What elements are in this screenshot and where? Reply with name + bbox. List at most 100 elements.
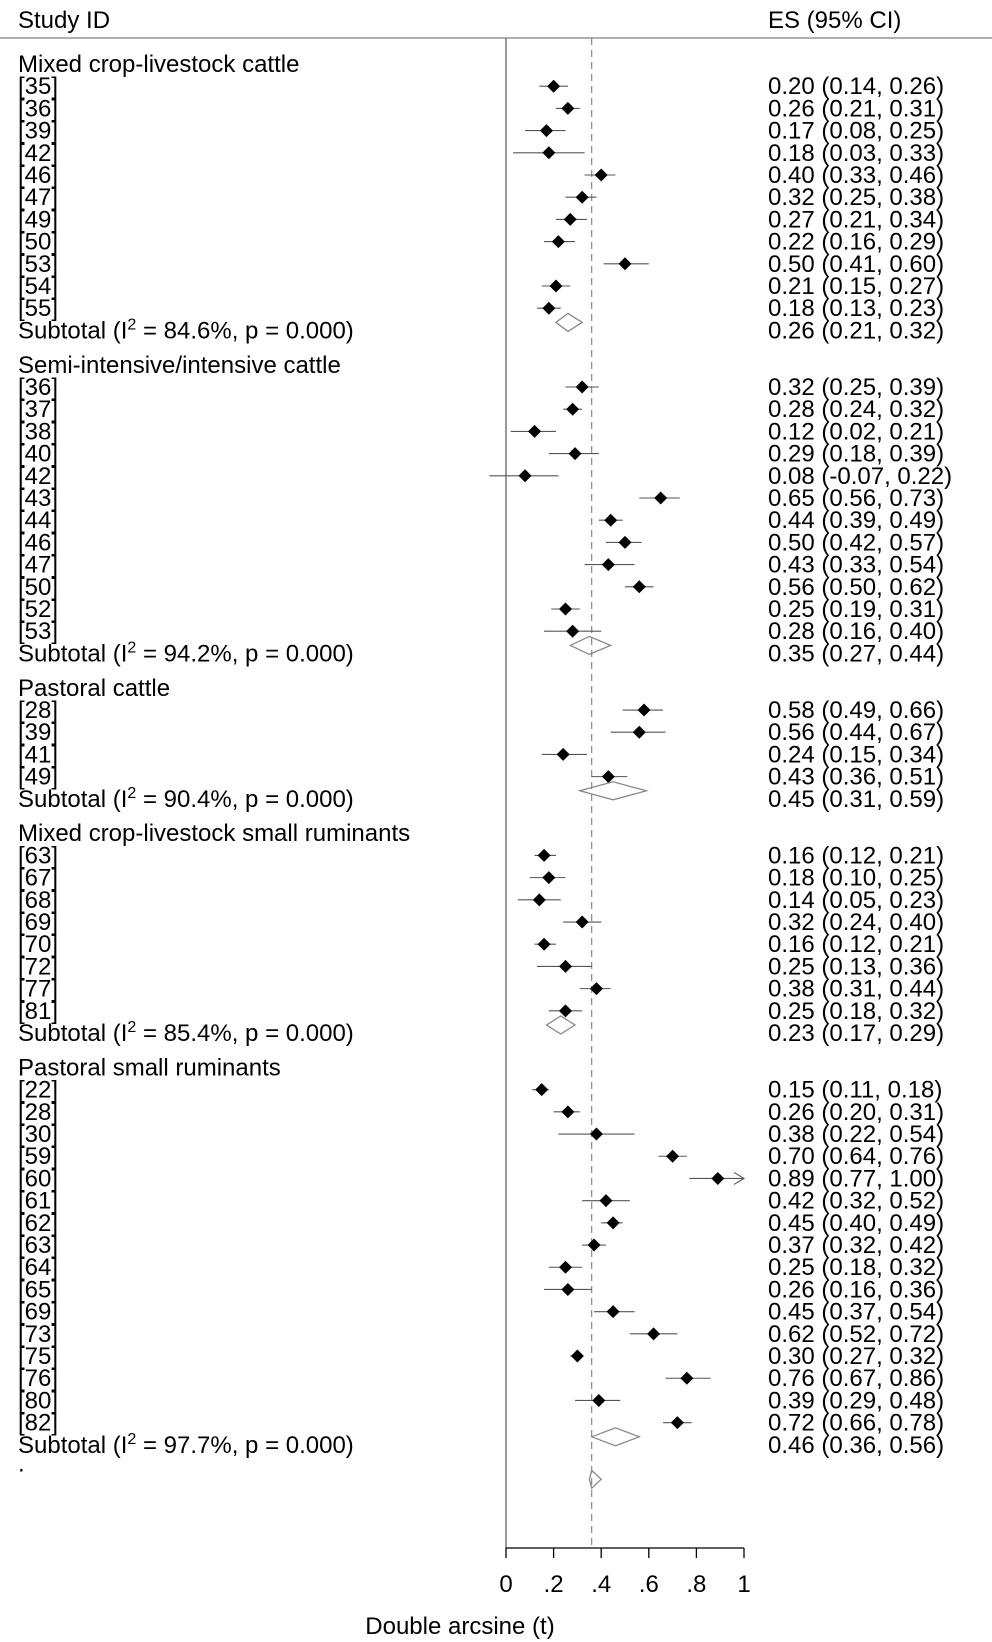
- study-id-label: [50]: [18, 574, 58, 601]
- effect-size-text: 0.25 (0.18, 0.32): [768, 998, 944, 1025]
- x-axis-label: Double arcsine (t): [365, 1613, 554, 1640]
- point-estimate: [606, 1216, 620, 1230]
- ci-arrow: [733, 1171, 746, 1185]
- point-estimate: [518, 469, 532, 483]
- study-id-label: [63]: [18, 1232, 58, 1259]
- point-estimate: [601, 770, 615, 784]
- effect-size-text: 0.38 (0.31, 0.44): [768, 976, 944, 1003]
- subtotal-label-rest: = 85.4%, p = 0.000): [136, 1020, 354, 1047]
- subtotal-superscript: 2: [127, 316, 136, 333]
- study-id-label: [53]: [18, 251, 58, 278]
- point-estimate: [549, 279, 563, 293]
- subtotal-effect-text: 0.35 (0.27, 0.44): [768, 640, 944, 667]
- effect-size-text: 0.70 (0.64, 0.76): [768, 1143, 944, 1170]
- study-id-label: [67]: [18, 865, 58, 892]
- effect-size-text: 0.50 (0.41, 0.60): [768, 251, 944, 278]
- effect-size-text: 0.28 (0.24, 0.32): [768, 396, 944, 423]
- effect-size-text: 0.26 (0.20, 0.31): [768, 1099, 944, 1126]
- effect-size-text: 0.62 (0.52, 0.72): [768, 1321, 944, 1348]
- study-id-label: [80]: [18, 1387, 58, 1414]
- point-estimate: [566, 624, 580, 638]
- point-estimate: [551, 235, 565, 249]
- subtotal-diamond: [577, 781, 649, 801]
- effect-size-text: 0.32 (0.25, 0.38): [768, 184, 944, 211]
- effect-size-text: 0.45 (0.37, 0.54): [768, 1299, 944, 1326]
- subtotal-superscript: 2: [127, 1431, 136, 1448]
- study-id-label: [59]: [18, 1143, 58, 1170]
- effect-size-text: 0.44 (0.39, 0.49): [768, 507, 944, 534]
- effect-size-text: 0.25 (0.18, 0.32): [768, 1254, 944, 1281]
- effect-size-text: 0.76 (0.67, 0.86): [768, 1365, 944, 1392]
- study-id-label: [43]: [18, 485, 58, 512]
- point-estimate: [570, 1349, 584, 1363]
- point-estimate: [670, 1416, 684, 1430]
- effect-size-text: 0.18 (0.13, 0.23): [768, 295, 944, 322]
- point-estimate: [532, 893, 546, 907]
- x-tick-label: 0: [499, 1571, 512, 1598]
- study-id-label: [47]: [18, 552, 58, 579]
- point-estimate: [568, 447, 582, 461]
- subtotal-diamond: [589, 1427, 642, 1447]
- point-estimate: [566, 402, 580, 416]
- overall-label: .: [18, 1450, 25, 1477]
- subtotal-label-text: Subtotal (I: [18, 786, 127, 813]
- effect-size-text: 0.38 (0.22, 0.54): [768, 1121, 944, 1148]
- effect-size-text: 0.26 (0.21, 0.31): [768, 95, 944, 122]
- study-id-label: [42]: [18, 463, 58, 490]
- point-estimate: [606, 1305, 620, 1319]
- study-id-label: [68]: [18, 887, 58, 914]
- point-estimate: [604, 513, 618, 527]
- point-estimate: [542, 301, 556, 315]
- point-estimate: [528, 424, 542, 438]
- point-estimate: [632, 725, 646, 739]
- subtotal-label: Subtotal (I2 = 84.6%, p = 0.000): [18, 316, 354, 344]
- study-id-label: [46]: [18, 162, 58, 189]
- effect-size-text: 0.08 (-0.07, 0.22): [768, 463, 952, 490]
- study-id-label: [44]: [18, 507, 58, 534]
- subtotal-label-text: Subtotal (I: [18, 640, 127, 667]
- study-id-label: [63]: [18, 842, 58, 869]
- effect-size-text: 0.18 (0.03, 0.33): [768, 140, 944, 167]
- study-id-label: [50]: [18, 229, 58, 256]
- subtotal-diamond: [568, 635, 613, 656]
- point-estimate: [542, 146, 556, 160]
- effect-size-text: 0.17 (0.08, 0.25): [768, 118, 944, 145]
- point-estimate: [589, 1127, 603, 1141]
- study-id-label: [36]: [18, 95, 58, 122]
- subtotal-effect-text: 0.23 (0.17, 0.29): [768, 1020, 944, 1047]
- study-id-label: [49]: [18, 206, 58, 233]
- study-id-label: [41]: [18, 741, 58, 768]
- effect-size-text: 0.30 (0.27, 0.32): [768, 1343, 944, 1370]
- study-id-label: [69]: [18, 909, 58, 936]
- study-id-label: [82]: [18, 1410, 58, 1437]
- study-id-label: [22]: [18, 1077, 58, 1104]
- point-estimate: [535, 1083, 549, 1097]
- study-id-label: [75]: [18, 1343, 58, 1370]
- point-estimate: [594, 168, 608, 182]
- effect-size-text: 0.39 (0.29, 0.48): [768, 1387, 944, 1414]
- effect-size-text: 0.22 (0.16, 0.29): [768, 229, 944, 256]
- effect-size-text: 0.29 (0.18, 0.39): [768, 441, 944, 468]
- study-id-label: [42]: [18, 140, 58, 167]
- point-estimate: [537, 848, 551, 862]
- study-id-label: [36]: [18, 374, 58, 401]
- subtotal-superscript: 2: [127, 1019, 136, 1036]
- effect-size-text: 0.24 (0.15, 0.34): [768, 741, 944, 768]
- study-id-label: [40]: [18, 441, 58, 468]
- effect-size-text: 0.56 (0.50, 0.62): [768, 574, 944, 601]
- study-id-label: [65]: [18, 1276, 58, 1303]
- effect-size-text: 0.89 (0.77, 1.00): [768, 1165, 944, 1192]
- effect-size-text: 0.16 (0.12, 0.21): [768, 931, 944, 958]
- study-id-label: [47]: [18, 184, 58, 211]
- point-estimate: [575, 190, 589, 204]
- study-id-label: [39]: [18, 118, 58, 145]
- study-id-label: [73]: [18, 1321, 58, 1348]
- x-tick-label: .8: [686, 1571, 706, 1598]
- effect-size-text: 0.40 (0.33, 0.46): [768, 162, 944, 189]
- point-estimate: [561, 1105, 575, 1119]
- study-id-label: [37]: [18, 396, 58, 423]
- point-estimate: [575, 380, 589, 394]
- study-id-label: [53]: [18, 618, 58, 645]
- effect-size-text: 0.45 (0.40, 0.49): [768, 1210, 944, 1237]
